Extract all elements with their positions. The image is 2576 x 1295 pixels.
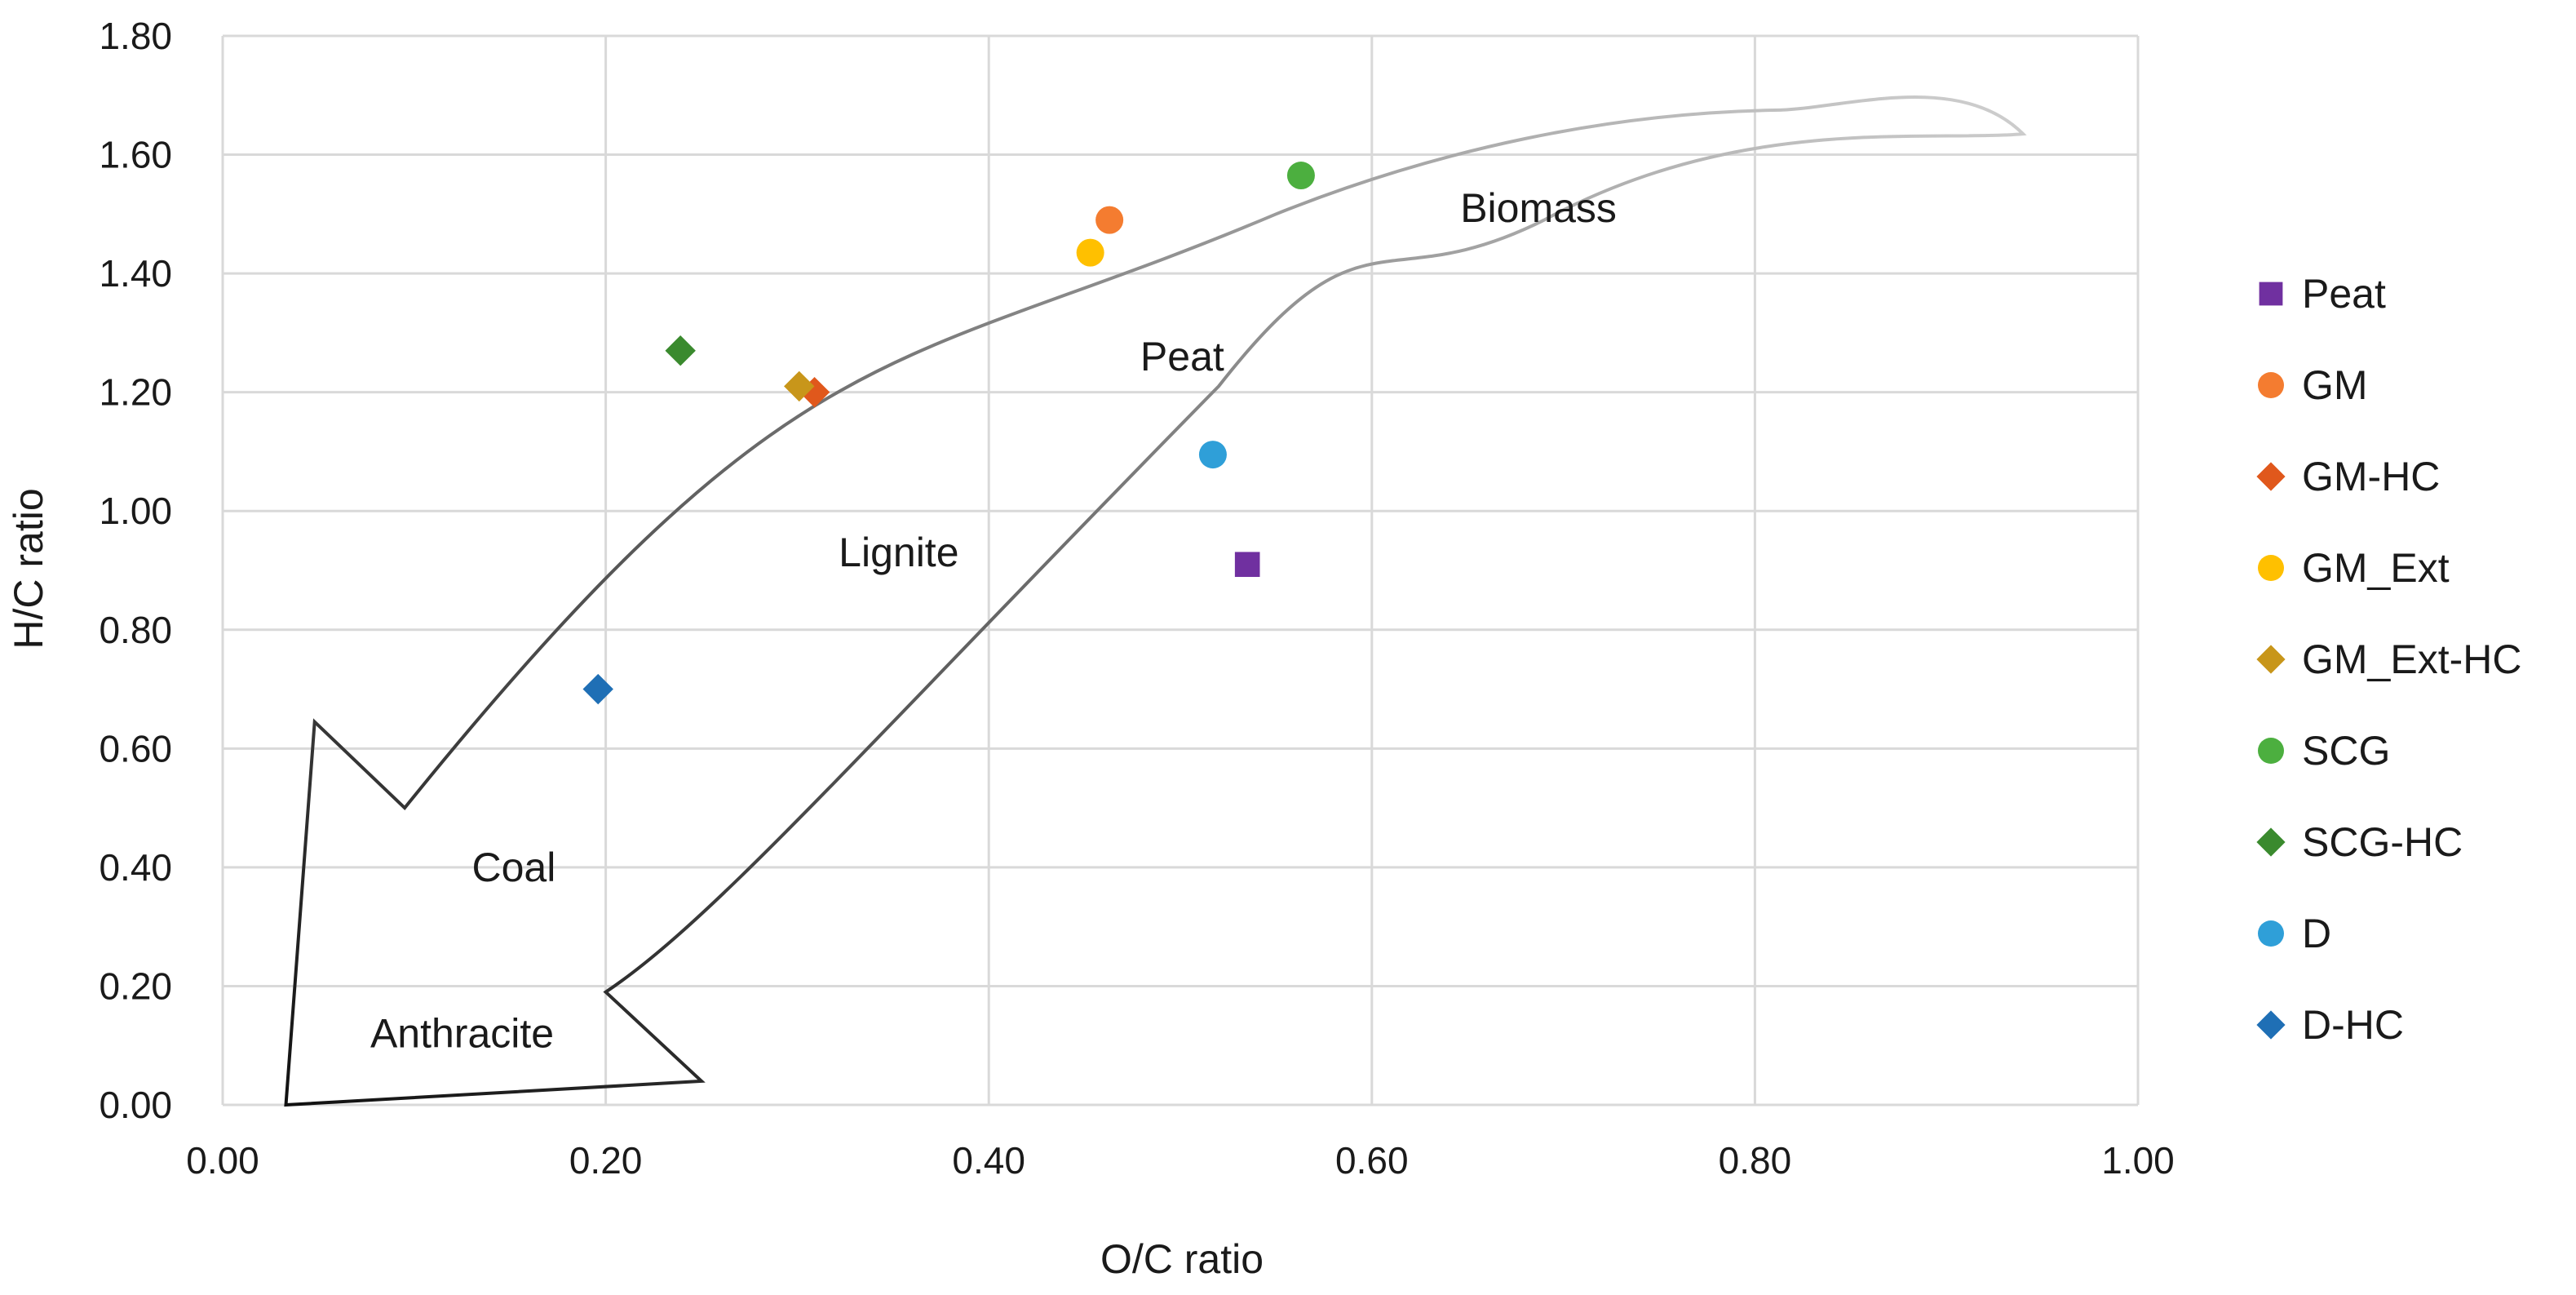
coalification-arrow <box>284 95 2027 1107</box>
gridlines <box>221 34 2140 1107</box>
y-tick-label: 0.60 <box>99 727 172 769</box>
legend-marker <box>2256 645 2286 674</box>
legend-marker <box>2256 1010 2286 1040</box>
legend-label: GM_Ext <box>2302 545 2450 591</box>
x-tick-label: 0.80 <box>1719 1139 1792 1182</box>
y-tick-label: 1.00 <box>99 490 172 532</box>
y-tick-label: 1.20 <box>99 371 172 414</box>
x-tick-label: 0.20 <box>569 1139 643 1182</box>
legend-marker <box>2258 738 2284 764</box>
y-tick-label: 1.60 <box>99 134 172 176</box>
y-axis-ticks: 0.00 0.20 0.40 0.60 0.80 1.00 1.20 1.40 1.60 1.80 <box>99 15 172 1126</box>
y-tick-label: 0.80 <box>99 609 172 651</box>
legend-marker <box>2256 462 2286 491</box>
data-points <box>582 162 1315 705</box>
data-point <box>1198 441 1227 469</box>
data-point <box>1076 238 1104 267</box>
y-tick-label: 1.80 <box>99 15 172 57</box>
legend-label: SCG-HC <box>2302 819 2463 865</box>
legend-marker <box>2259 282 2283 306</box>
x-tick-label: 0.60 <box>1335 1139 1409 1182</box>
legend-label: SCG <box>2302 728 2390 774</box>
legend-label: GM-HC <box>2302 454 2440 499</box>
legend-label: Peat <box>2302 271 2386 317</box>
legend-marker <box>2256 827 2286 857</box>
legend-label: GM <box>2302 362 2368 408</box>
legend-marker <box>2258 555 2284 581</box>
y-tick-label: 1.40 <box>99 252 172 295</box>
data-point <box>784 370 815 402</box>
legend-label: GM_Ext-HC <box>2302 636 2521 682</box>
x-tick-label: 0.40 <box>952 1139 1025 1182</box>
region-labels: Biomass Peat Lignite Coal Anthracite <box>370 185 1617 1057</box>
legend-label: D-HC <box>2302 1002 2404 1048</box>
legend-label: D <box>2302 911 2331 956</box>
region-label: Coal <box>471 845 555 890</box>
region-label: Biomass <box>1460 185 1617 231</box>
arrow-outline <box>284 95 2027 1107</box>
data-point <box>665 335 696 366</box>
x-axis-title: O/C ratio <box>1100 1236 1264 1282</box>
data-point <box>1286 162 1315 190</box>
y-axis-title: H/C ratio <box>6 488 51 649</box>
data-point <box>1234 552 1260 578</box>
y-tick-label: 0.40 <box>99 846 172 889</box>
legend-marker <box>2258 372 2284 398</box>
legend: Peat GM GM-HC GM_Ext GM_Ext-HC SCG SCG-HC D D-HC <box>2256 271 2521 1048</box>
region-label: Anthracite <box>370 1011 554 1057</box>
y-tick-label: 0.20 <box>99 965 172 1007</box>
data-point <box>582 673 613 705</box>
x-axis-ticks: 0.00 0.20 0.40 0.60 0.80 1.00 <box>186 1139 2175 1182</box>
x-tick-label: 0.00 <box>186 1139 259 1182</box>
region-label: Lignite <box>839 530 958 575</box>
region-label: Peat <box>1140 334 1224 379</box>
x-tick-label: 1.00 <box>2101 1139 2175 1182</box>
y-tick-label: 0.00 <box>99 1084 172 1126</box>
legend-marker <box>2258 920 2284 947</box>
data-point <box>1095 206 1124 234</box>
